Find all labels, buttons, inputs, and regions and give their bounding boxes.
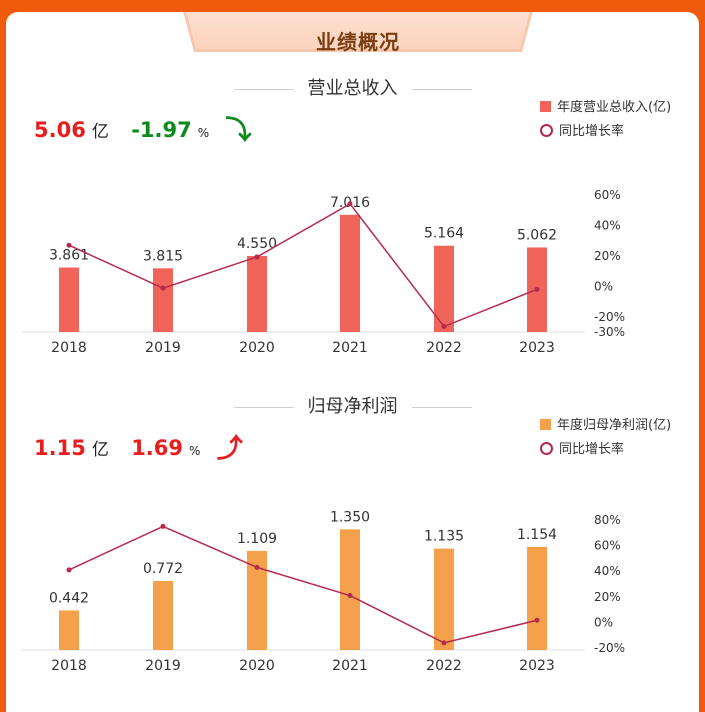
profit-bar-label: 0.772 bbox=[143, 561, 183, 577]
legend-circle-icon bbox=[540, 442, 553, 455]
revenue-yoy-point bbox=[254, 254, 260, 260]
y-right-tick-label: -20% bbox=[594, 641, 625, 655]
title-tab: 业绩概况 bbox=[180, 12, 536, 66]
y-right-tick-label: 80% bbox=[594, 513, 621, 527]
profit-bar-label: 1.109 bbox=[237, 531, 277, 547]
y-right-tick-label: 40% bbox=[594, 218, 621, 232]
profit-yoy-point bbox=[160, 523, 166, 529]
revenue-yoy-point bbox=[347, 201, 353, 207]
legend-item-revenue-yoy: 同比增长率 bbox=[540, 120, 671, 144]
revenue-yoy-value: -1.97 bbox=[131, 118, 192, 142]
profit-bar bbox=[247, 550, 267, 650]
profit-bar-label: 1.135 bbox=[424, 529, 464, 545]
profit-yoy-value: 1.69 bbox=[131, 436, 184, 460]
y-right-tick-label: 0% bbox=[594, 615, 613, 629]
revenue-bar bbox=[247, 255, 267, 332]
legend-label: 同比增长率 bbox=[559, 124, 625, 139]
revenue-yoy-point bbox=[534, 286, 540, 292]
revenue-kpi: 5.06 亿 -1.97% ⤵ bbox=[34, 110, 252, 147]
revenue-yoy-unit: % bbox=[197, 126, 210, 140]
profit-bar bbox=[340, 529, 360, 650]
profit-latest-unit: 亿 bbox=[91, 440, 109, 460]
profit-section-title: 归母净利润 bbox=[0, 392, 705, 418]
x-tick-label: 2018 bbox=[51, 340, 87, 356]
x-tick-label: 2020 bbox=[239, 340, 275, 356]
x-tick-label: 2022 bbox=[426, 658, 462, 674]
legend-item-profit-bar: 年度归母净利润(亿) bbox=[540, 414, 671, 438]
title-tab-shape bbox=[183, 12, 533, 52]
x-tick-label: 2023 bbox=[519, 340, 555, 356]
revenue-bar-label: 3.815 bbox=[143, 248, 183, 264]
revenue-chart: 3.8613.8154.5507.0165.1645.0622018201920… bbox=[22, 188, 625, 356]
profit-yoy-point bbox=[534, 617, 540, 623]
profit-yoy-point bbox=[441, 640, 447, 646]
profit-bar bbox=[434, 548, 454, 650]
revenue-bar-label: 4.550 bbox=[237, 236, 277, 252]
profit-bar-label: 1.154 bbox=[517, 527, 557, 543]
x-tick-label: 2023 bbox=[519, 658, 555, 674]
legend-label: 年度归母净利润(亿) bbox=[557, 418, 672, 433]
revenue-bar bbox=[153, 268, 173, 332]
title-divider-left bbox=[233, 88, 294, 90]
revenue-bar bbox=[59, 267, 79, 332]
x-tick-label: 2019 bbox=[145, 658, 181, 674]
revenue-title-text: 营业总收入 bbox=[307, 78, 398, 99]
y-right-tick-label: 60% bbox=[594, 188, 621, 202]
profit-yoy-point bbox=[347, 593, 353, 599]
profit-bar bbox=[153, 581, 173, 650]
y-right-tick-label: 60% bbox=[594, 539, 621, 553]
profit-title-text: 归母净利润 bbox=[307, 396, 398, 417]
revenue-yoy-point bbox=[66, 242, 72, 248]
legend-item-revenue-bar: 年度营业总收入(亿) bbox=[540, 96, 671, 120]
legend-swatch bbox=[540, 101, 551, 112]
profit-yoy-point bbox=[66, 567, 72, 573]
revenue-bar-label: 5.164 bbox=[424, 226, 464, 242]
page-title: 业绩概况 bbox=[316, 30, 400, 54]
y-right-tick-label: 0% bbox=[594, 279, 613, 293]
profit-yoy-unit: % bbox=[189, 444, 201, 458]
profit-chart: 0.442 0.772 1.109 1.350 1.135 1.154 2018 2019 20… bbox=[22, 509, 625, 674]
y-right-tick-label: 20% bbox=[594, 249, 621, 263]
revenue-bar-label: 5.062 bbox=[517, 227, 557, 243]
y-right-tick-label: 40% bbox=[594, 564, 621, 578]
y-right-tick-label: 20% bbox=[594, 590, 621, 604]
revenue-bar-label: 3.861 bbox=[49, 247, 89, 263]
title-divider-right bbox=[411, 88, 472, 90]
legend-label: 同比增长率 bbox=[559, 442, 625, 457]
profit-legend: 年度归母净利润(亿) 同比增长率 bbox=[540, 414, 671, 462]
x-tick-label: 2021 bbox=[332, 658, 368, 674]
revenue-latest-value: 5.06 bbox=[34, 118, 86, 142]
legend-item-profit-yoy: 同比增长率 bbox=[540, 438, 671, 462]
arrow-up-icon: ⤴ bbox=[216, 434, 243, 464]
x-tick-label: 2022 bbox=[426, 340, 462, 356]
profit-bar-label: 1.350 bbox=[330, 509, 370, 525]
arrow-down-icon: ⤵ bbox=[225, 116, 252, 146]
profit-kpi: 1.15 亿 1.69% ⤴ bbox=[34, 428, 243, 465]
profit-yoy-point bbox=[254, 564, 260, 570]
profit-bar bbox=[527, 546, 547, 650]
y-right-tick-label: -20% bbox=[594, 310, 625, 324]
revenue-yoy-point bbox=[441, 324, 447, 330]
x-tick-label: 2018 bbox=[51, 658, 87, 674]
revenue-bar bbox=[434, 245, 454, 332]
legend-label: 年度营业总收入(亿) bbox=[557, 100, 672, 115]
x-tick-label: 2019 bbox=[145, 340, 181, 356]
profit-yoy-line bbox=[68, 525, 538, 644]
revenue-bar bbox=[340, 214, 360, 332]
revenue-legend: 年度营业总收入(亿) 同比增长率 bbox=[540, 96, 671, 144]
y-right-tick-label: -30% bbox=[594, 325, 625, 339]
legend-circle-icon bbox=[540, 124, 553, 137]
profit-bar bbox=[59, 610, 79, 650]
x-tick-label: 2020 bbox=[239, 658, 275, 674]
title-divider-left bbox=[233, 406, 294, 408]
revenue-yoy-line bbox=[68, 202, 538, 328]
title-divider-right bbox=[411, 406, 472, 408]
revenue-latest-unit: 亿 bbox=[91, 122, 109, 142]
x-tick-label: 2021 bbox=[332, 340, 368, 356]
revenue-yoy-point bbox=[160, 285, 166, 291]
legend-swatch bbox=[540, 419, 551, 430]
profit-latest-value: 1.15 bbox=[34, 436, 86, 460]
profit-bar-label: 0.442 bbox=[49, 590, 89, 606]
revenue-section-title: 营业总收入 bbox=[0, 74, 705, 100]
